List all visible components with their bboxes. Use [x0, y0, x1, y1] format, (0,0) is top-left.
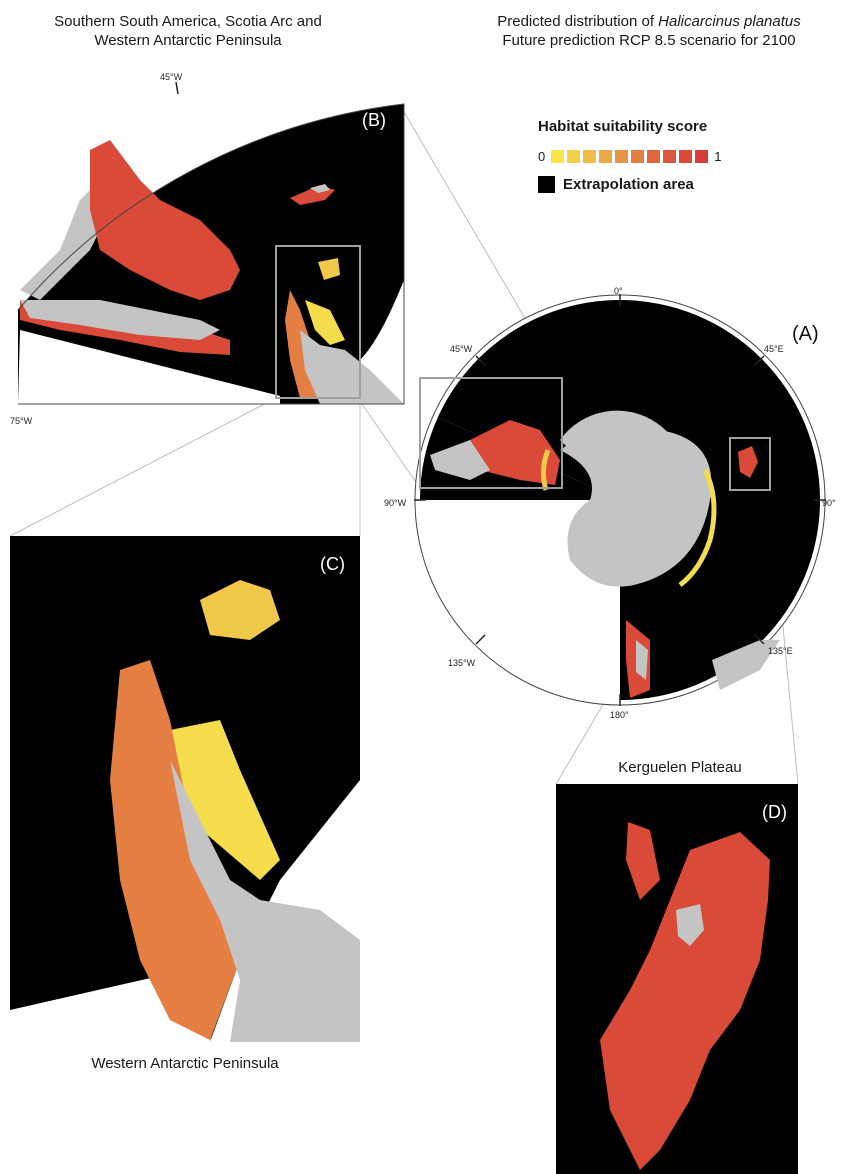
a-new-zealand-land: [636, 640, 648, 680]
legend-swatch-6: [647, 150, 661, 163]
legend-color-ramp: [551, 150, 709, 163]
legend-swatch-2: [583, 150, 597, 163]
south-orkney: [318, 258, 340, 280]
a-label-0: 0°: [614, 286, 623, 296]
panel-b-title-line1: Southern South America, Scotia Arc and: [54, 13, 322, 30]
legend-extrapolation: Extrapolation area: [538, 176, 798, 193]
panel-d-map: (D): [556, 784, 798, 1174]
panel-b-title-line2: Western Antarctic Peninsula: [94, 32, 282, 49]
panel-a-east-half: [620, 300, 820, 700]
panel-c-map: (C): [10, 536, 360, 1042]
connector-c-b-left: [9, 397, 277, 537]
legend-swatch-5: [631, 150, 645, 163]
antarctic-peninsula-land: [300, 330, 404, 404]
d-kerguelen-plateau: [600, 832, 770, 1170]
a-label-180: 180°: [610, 710, 629, 720]
b-label-45w: 45°W: [160, 72, 183, 82]
a-tick-45w: [475, 355, 486, 366]
c-peninsula-land: [170, 760, 360, 1042]
legend-title: Habitat suitability score: [538, 118, 708, 135]
legend-swatch-9: [695, 150, 709, 163]
panel-b-frame: [17, 103, 405, 405]
a-label-90e: 90°: [822, 498, 836, 508]
south-georgia-land: [310, 184, 330, 193]
a-label-45e: 45°E: [764, 344, 784, 354]
a-east-antarctic-coast-suitability: [678, 468, 717, 587]
c-south-orkney: [200, 580, 280, 640]
legend-swatch-7: [663, 150, 677, 163]
figure-title-line2: Future prediction RCP 8.5 scenario for 2…: [502, 32, 796, 49]
panel-d-extent-box: [729, 437, 771, 491]
a-tick-45e: [754, 355, 765, 366]
a-tick-135e: [754, 634, 765, 645]
d-kerguelen-island-land: [676, 904, 704, 946]
figure-title: Predicted distribution of Halicarcinus p…: [456, 12, 842, 50]
panel-b-out-of-range: [18, 330, 280, 404]
panel-b-map: 45°W 75°W (B): [10, 72, 405, 426]
legend: Habitat suitability score 0 1 Extrapolat…: [538, 118, 798, 193]
d-kerguelen-shelf-small: [626, 822, 660, 900]
extrapolation-swatch: [538, 176, 555, 193]
legend-swatch-0: [551, 150, 565, 163]
a-antarctica-continent: [560, 427, 712, 587]
south-america-tip-land: [20, 300, 220, 340]
panel-c-label: (C): [320, 554, 345, 574]
a-south-america-land: [430, 440, 490, 480]
legend-swatch-1: [567, 150, 581, 163]
a-graticule-ticks: [414, 294, 826, 706]
connector-b-a-bottom: [361, 403, 421, 489]
patagonian-shelf: [90, 140, 240, 300]
peninsula-weddell-side: [305, 300, 345, 345]
panel-b-label: (B): [362, 110, 386, 130]
legend-swatch-8: [679, 150, 693, 163]
b-tick-45w: [175, 81, 179, 95]
a-label-90w: 90°W: [384, 498, 407, 508]
a-peninsula-suitability: [540, 449, 551, 491]
panel-c-caption: Western Antarctic Peninsula: [91, 1055, 279, 1072]
a-label-135e: 135°E: [768, 646, 793, 656]
panel-d-label: (D): [762, 802, 787, 822]
c-weddell-suitability: [170, 720, 280, 880]
legend-min: 0: [538, 149, 546, 164]
figure-title-line1: Predicted distribution of Halicarcinus p…: [456, 12, 842, 31]
b-label-75w: 75°W: [10, 416, 33, 426]
legend-max: 1: [714, 149, 722, 164]
panel-a-label: (A): [792, 323, 819, 345]
a-label-45w: 45°W: [450, 344, 473, 354]
figure-title-prefix: Predicted distribution of: [497, 13, 659, 30]
a-australia-tas-land: [712, 640, 780, 690]
legend-scale: 0 1: [538, 149, 798, 164]
legend-swatch-3: [599, 150, 613, 163]
legend-swatch-4: [615, 150, 629, 163]
a-kerguelen-plateau: [738, 446, 758, 478]
c-west-coast-suitability: [110, 660, 240, 1040]
panel-d-title: Kerguelen Plateau: [618, 759, 741, 776]
panel-b-extent-box: [419, 377, 563, 489]
panel-c-extent-box: [275, 245, 361, 399]
panel-b-title: Southern South America, Scotia Arc and W…: [8, 12, 368, 50]
species-name: Halicarcinus planatus: [658, 13, 801, 30]
panel-a-map: 0° 45°W 45°E 90°W 90° 135°W 135°E 180° (…: [384, 286, 836, 720]
a-tick-135w: [475, 634, 486, 645]
a-label-135w: 135°W: [448, 658, 476, 668]
extrapolation-label: Extrapolation area: [563, 176, 694, 193]
